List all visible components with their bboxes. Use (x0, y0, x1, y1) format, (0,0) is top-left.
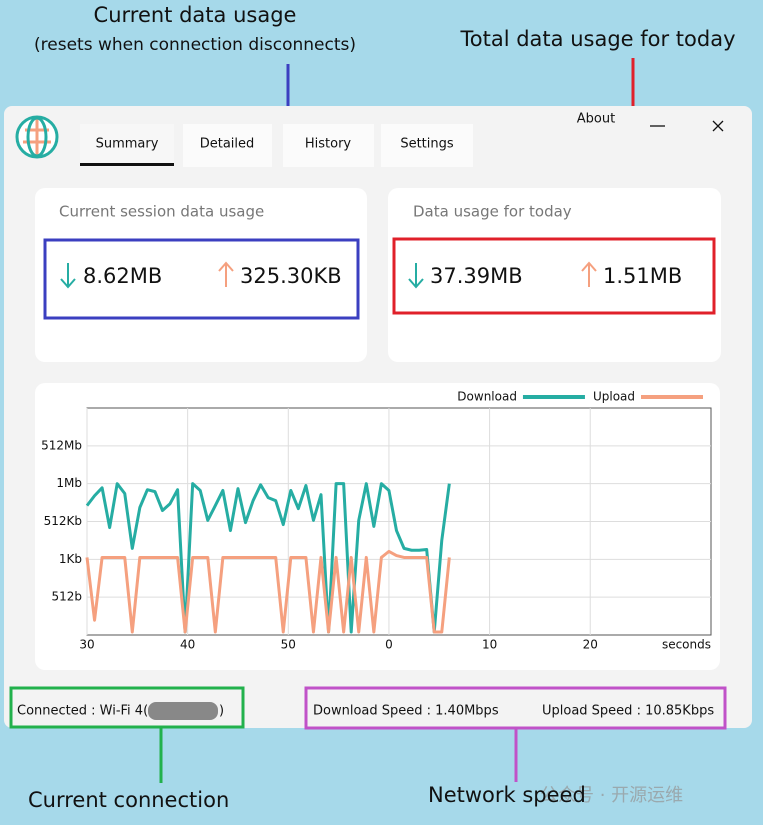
tab-label[interactable]: Summary (96, 137, 159, 152)
x-tick-label: 20 (583, 638, 598, 652)
x-tick-label: 0 (385, 638, 393, 652)
y-tick-label: 512b (51, 590, 82, 604)
today-download: 37.39MB (430, 264, 523, 288)
y-tick-label: 1Mb (56, 476, 82, 490)
legend-label: Upload (593, 390, 635, 404)
annotation: Current data usage (94, 3, 297, 27)
y-tick-label: 512Kb (44, 514, 82, 528)
legend-label: Download (457, 390, 517, 404)
x-tick-label: 40 (180, 638, 195, 652)
connection-status: Connected : Wi-Fi 4( (17, 704, 148, 719)
watermark: 公众号 · 开源运维 (540, 785, 683, 806)
download-icon (408, 263, 424, 289)
x-tick-label: 30 (79, 638, 94, 652)
tab-label[interactable]: History (305, 137, 352, 152)
series-line (85, 549, 451, 634)
today-upload: 1.51MB (603, 264, 682, 288)
annotation: Network speed (428, 783, 586, 807)
tab[interactable] (183, 124, 272, 167)
x-axis-label: seconds (662, 638, 711, 652)
close-button[interactable] (712, 120, 724, 132)
x-tick-label: 50 (281, 638, 296, 652)
redaction (148, 702, 218, 720)
tab-label[interactable]: Detailed (200, 137, 255, 152)
upload-speed: Upload Speed : 10.85Kbps (542, 704, 714, 719)
tab[interactable] (283, 124, 374, 167)
highlight-box (392, 237, 716, 315)
annotation: (resets when connection disconnects) (34, 35, 356, 55)
about-button[interactable]: About (577, 112, 615, 127)
download-speed: Download Speed : 1.40Mbps (313, 704, 499, 719)
upload-icon (581, 261, 597, 287)
session-upload: 325.30KB (240, 264, 342, 288)
logo (15, 115, 59, 159)
chart: 512b 1Kb 512Kb 1Mb 512Mb 30 40 50 0 10 20 seconds Up… (41, 390, 712, 652)
card-title: Current session data usage (59, 203, 264, 221)
annotation: Total data usage for today (460, 27, 736, 51)
y-tick-label: 1Kb (59, 552, 82, 566)
tab[interactable] (381, 124, 473, 167)
upload-icon (218, 261, 234, 287)
y-tick-label: 512Mb (41, 438, 82, 452)
tab-indicator (80, 163, 174, 166)
annotation: Current connection (28, 788, 229, 812)
highlight-box (9, 686, 245, 729)
x-tick-label: 10 (482, 638, 497, 652)
session-download: 8.62MB (83, 264, 162, 288)
download-icon (60, 263, 76, 289)
connection-status: ) (219, 704, 224, 719)
series-line (85, 482, 451, 634)
card-title: Data usage for today (413, 203, 572, 221)
highlight-box (43, 238, 360, 320)
tab-label[interactable]: Settings (400, 137, 454, 152)
tab[interactable] (80, 124, 174, 167)
card (388, 188, 721, 362)
